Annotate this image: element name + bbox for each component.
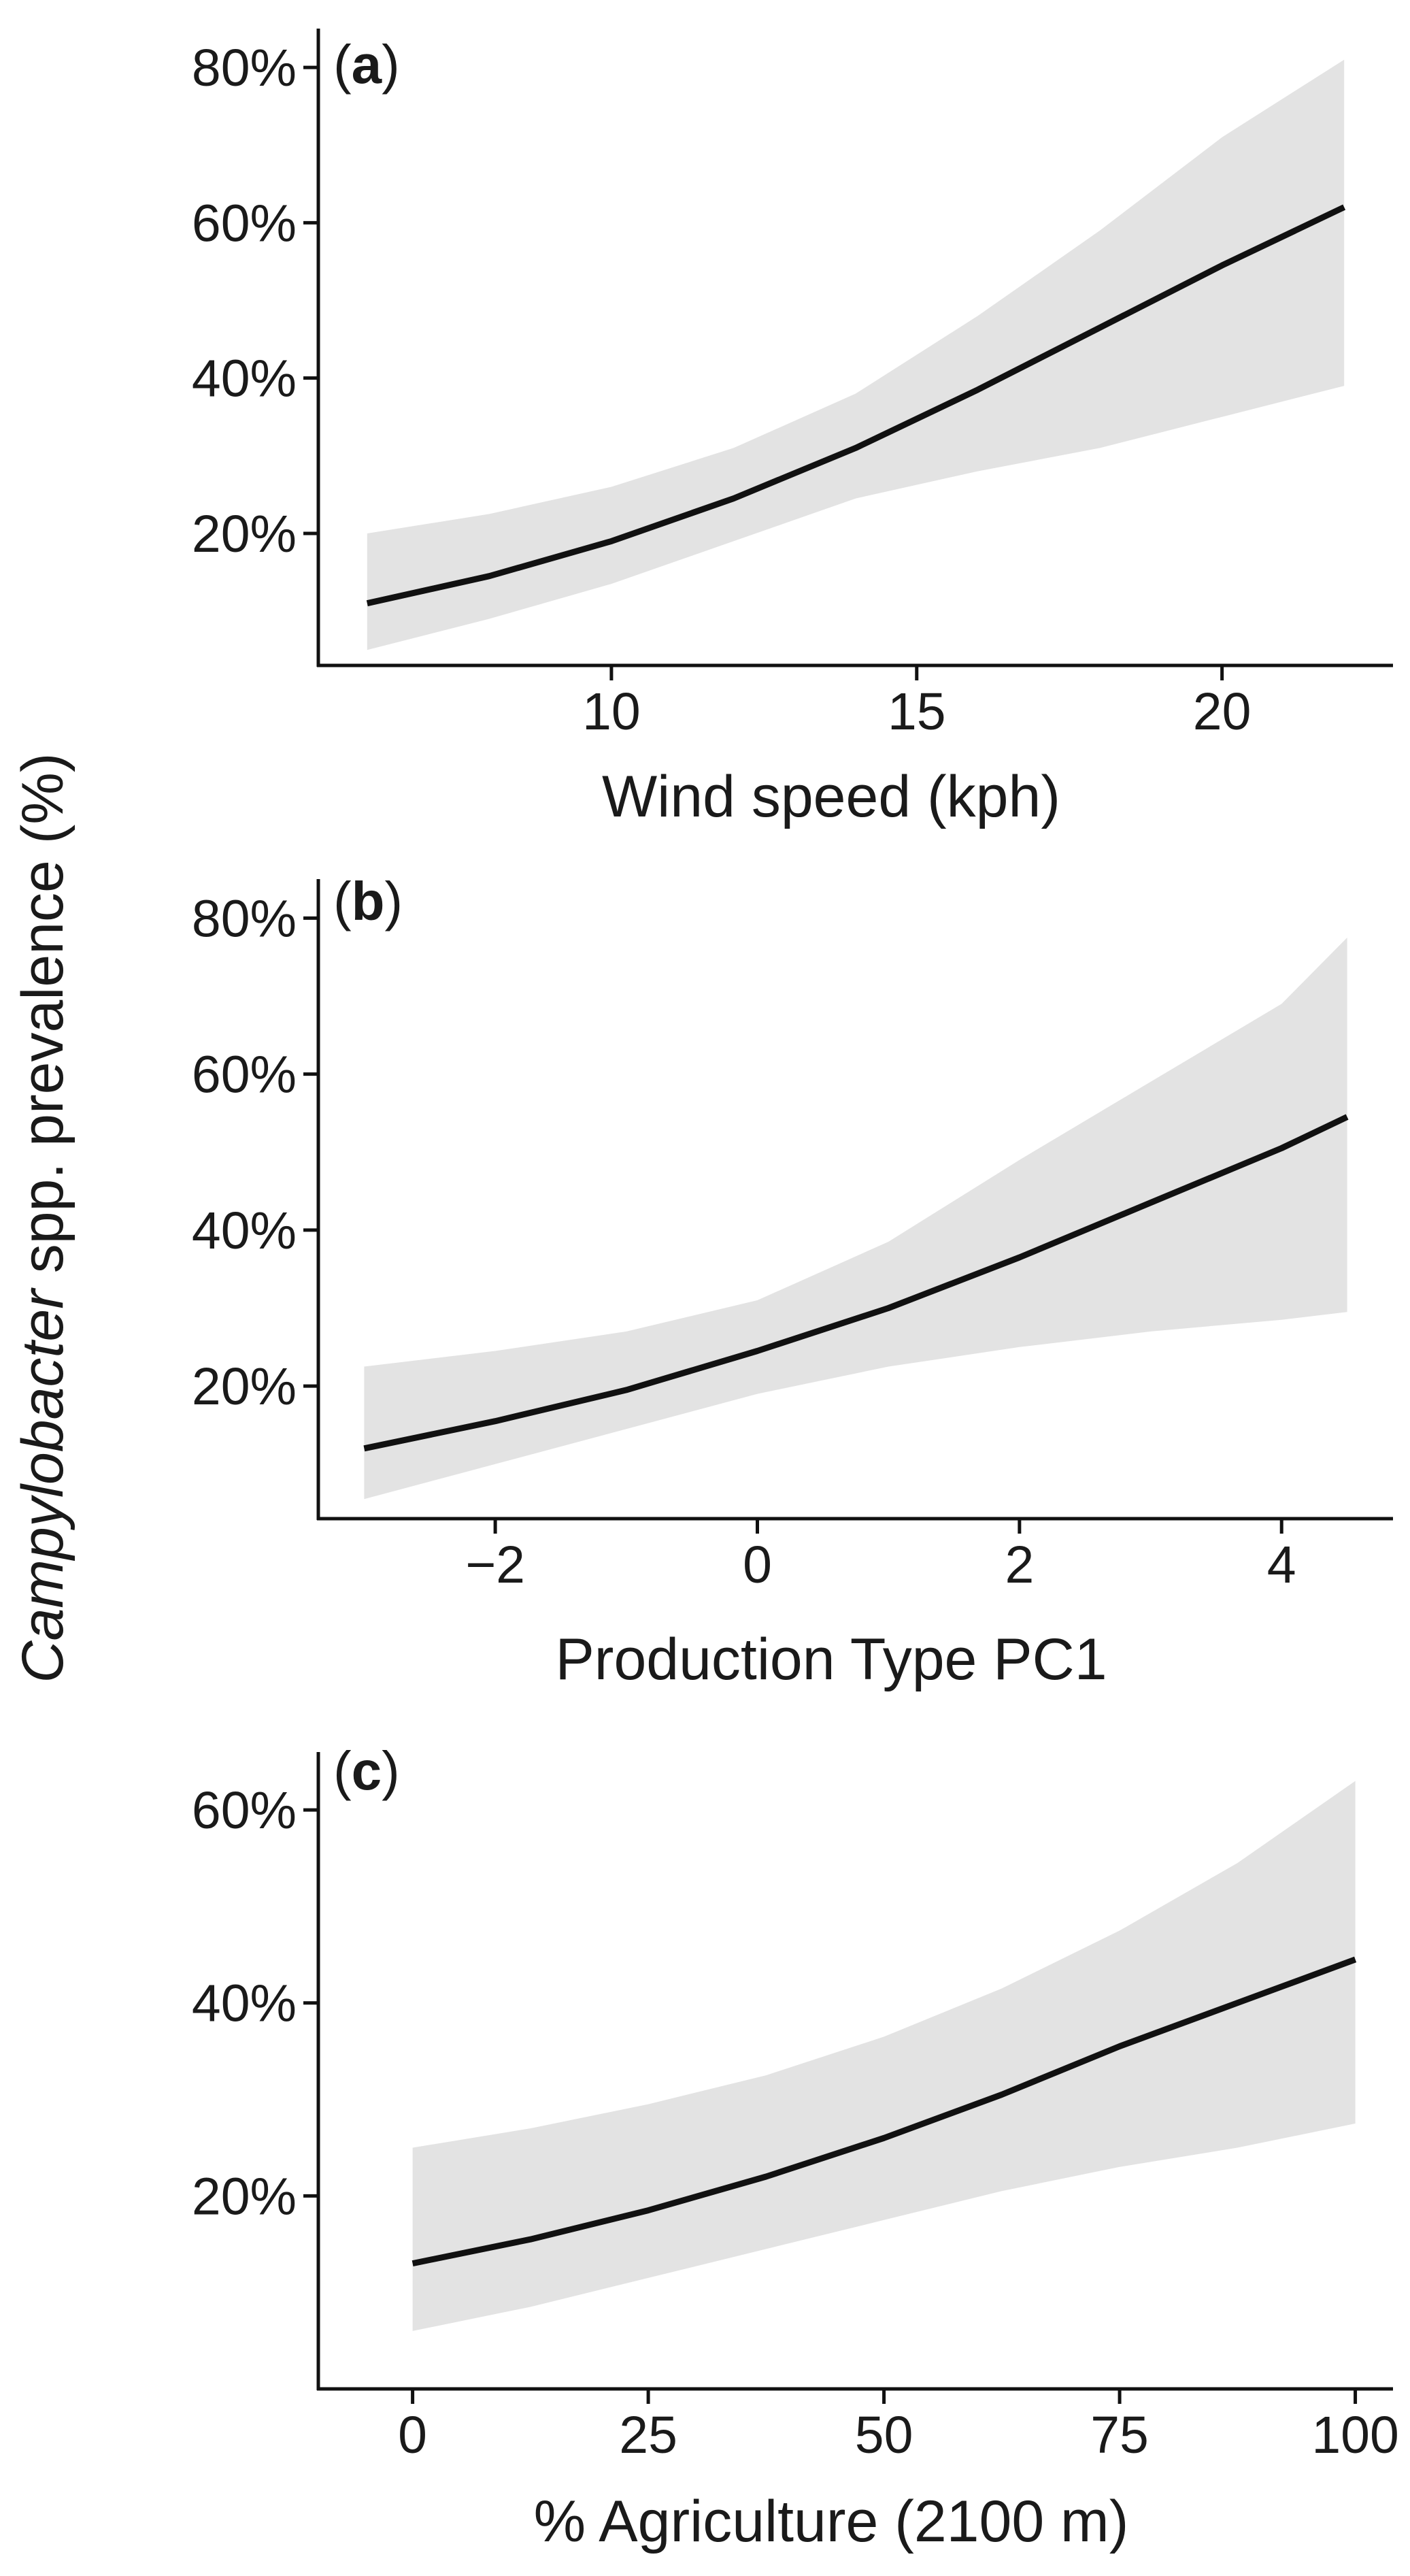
panel-c: 20% 40% 60% 0 25 50 75 100 (c) % Agriculture (… xyxy=(192,1740,1399,2554)
panel-a-label-open: ( xyxy=(333,34,352,95)
panel-b-y-tick-label: 40% xyxy=(192,1202,297,1260)
panel-b-label-open: ( xyxy=(333,871,352,931)
panel-c-confidence-band xyxy=(412,1781,1356,2331)
panel-a-x-tick-label: 10 xyxy=(582,682,641,741)
panel-c-y-tick-label: 60% xyxy=(192,1781,297,1840)
panel-c-label: (c) xyxy=(333,1740,400,1801)
panel-c-label-close: ) xyxy=(382,1740,400,1801)
panel-a-fit-line xyxy=(366,204,1346,607)
panel-a-label: (a) xyxy=(333,34,400,95)
panel-b-x-tick-label: 2 xyxy=(1005,1536,1034,1594)
panel-c-x-tick-label: 100 xyxy=(1311,2406,1398,2464)
panel-b-label-close: ) xyxy=(385,871,403,931)
panel-b: 20% 40% 60% 80% −2 0 2 4 (b) Production Type P… xyxy=(192,871,1393,1692)
panel-a-x-axis-title: Wind speed (kph) xyxy=(602,764,1060,829)
panel-b-x-tick-label: 0 xyxy=(743,1536,772,1594)
panel-b-x-axis-title: Production Type PC1 xyxy=(555,1627,1107,1692)
panel-a-plot xyxy=(366,59,1346,650)
panel-a-label-letter: a xyxy=(352,34,382,95)
panel-a-y-tick-label: 20% xyxy=(192,505,297,563)
panel-b-x-ticks: −2 0 2 4 xyxy=(465,1519,1296,1594)
panel-b-label: (b) xyxy=(333,871,403,931)
panel-a: 20% 40% 60% 80% 10 15 20 (a) Wind speed (kph) xyxy=(192,29,1393,829)
panel-b-fit-line xyxy=(363,1114,1349,1452)
panel-c-y-ticks: 20% 40% 60% xyxy=(192,1781,318,2226)
panel-c-x-ticks: 0 25 50 75 100 xyxy=(398,2389,1399,2464)
panel-a-y-ticks: 20% 40% 60% 80% xyxy=(192,39,318,563)
panel-b-y-tick-label: 60% xyxy=(192,1046,297,1104)
panel-c-plot xyxy=(412,1781,1357,2331)
panel-c-x-tick-label: 75 xyxy=(1090,2406,1149,2464)
panel-a-x-ticks: 10 15 20 xyxy=(582,665,1251,741)
panel-c-label-open: ( xyxy=(333,1740,352,1801)
y-axis-title-rest: spp. prevalence (%) xyxy=(10,753,75,1289)
panel-b-y-tick-label: 80% xyxy=(192,889,297,948)
panel-c-x-tick-label: 25 xyxy=(619,2406,677,2464)
panel-a-confidence-band xyxy=(367,59,1345,650)
panel-b-plot xyxy=(363,938,1349,1500)
panel-c-x-axis-title: % Agriculture (2100 m) xyxy=(534,2489,1129,2554)
panel-a-label-close: ) xyxy=(382,34,400,95)
panel-a-y-tick-label: 40% xyxy=(192,350,297,408)
panel-c-fit-line xyxy=(412,1956,1357,2267)
panel-b-y-tick-label: 20% xyxy=(192,1357,297,1416)
panel-c-y-tick-label: 20% xyxy=(192,2167,297,2226)
panel-a-x-tick-label: 20 xyxy=(1193,682,1252,741)
panel-a-y-tick-label: 80% xyxy=(192,39,297,97)
panel-c-x-tick-label: 0 xyxy=(398,2406,427,2464)
y-axis-title-italic: Campylobacter xyxy=(10,1287,75,1683)
panel-a-x-tick-label: 15 xyxy=(888,682,946,741)
panel-b-y-ticks: 20% 40% 60% 80% xyxy=(192,889,318,1416)
panel-b-x-tick-label: −2 xyxy=(465,1536,525,1594)
panel-b-confidence-band xyxy=(364,938,1347,1500)
panel-c-y-tick-label: 40% xyxy=(192,1975,297,2033)
panel-b-x-tick-label: 4 xyxy=(1267,1536,1296,1594)
panel-c-label-letter: c xyxy=(352,1740,382,1801)
shared-y-axis-title: Campylobacter spp. prevalence (%) xyxy=(10,753,75,1683)
panel-c-x-tick-label: 50 xyxy=(855,2406,913,2464)
panel-b-label-letter: b xyxy=(352,871,385,931)
panel-a-y-tick-label: 60% xyxy=(192,194,297,252)
